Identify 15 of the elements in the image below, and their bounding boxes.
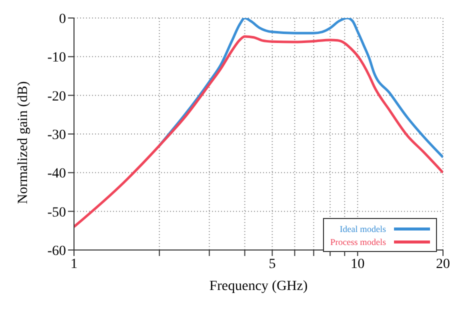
y-tick-label: -20 — [47, 89, 66, 104]
y-tick-label: -30 — [47, 128, 66, 143]
legend-label: Ideal models — [340, 224, 386, 234]
y-tick-label: 0 — [59, 12, 66, 27]
y-tick-label: -40 — [47, 166, 66, 182]
legend-label: Process models — [330, 236, 386, 246]
y-tick-label: -10 — [47, 50, 66, 66]
y-axis-title: Normalized gain (dB) — [16, 80, 31, 204]
y-tick-label: -50 — [47, 205, 66, 220]
y-tick-label: -60 — [47, 244, 66, 259]
x-axis-title: Frequency (GHz) — [209, 279, 308, 294]
x-tick-label: 20 — [436, 256, 450, 272]
x-tick-label: 1 — [70, 256, 78, 272]
x-tick-label: 10 — [350, 256, 365, 272]
x-tick-label: 5 — [268, 256, 276, 272]
